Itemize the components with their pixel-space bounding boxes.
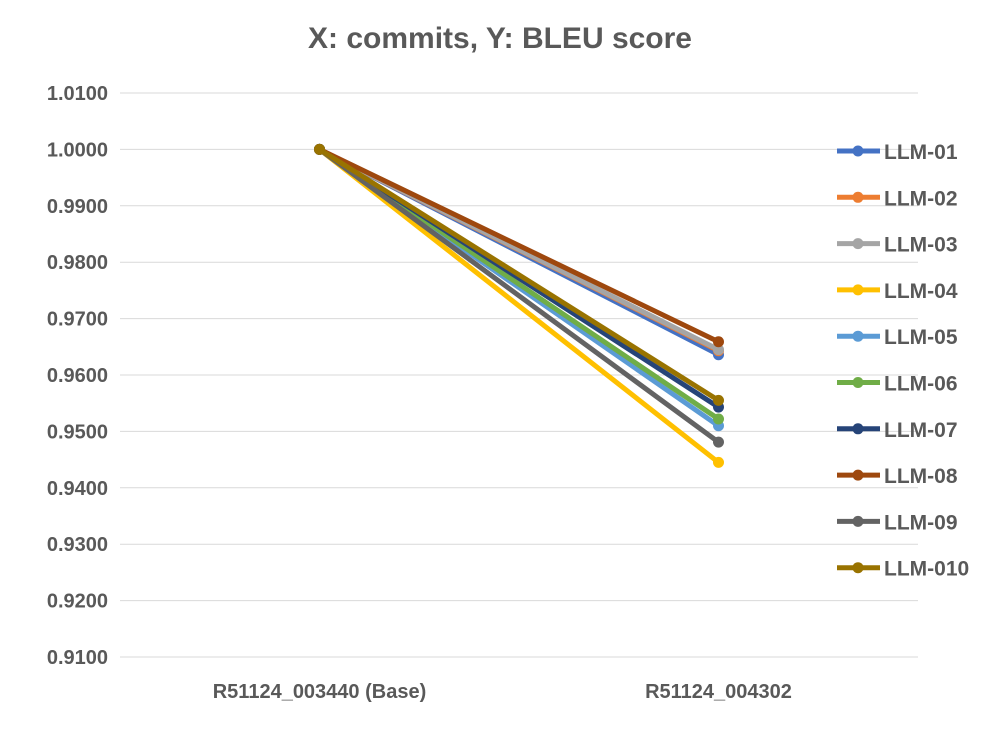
- series-lines: [314, 143, 724, 468]
- data-point: [314, 143, 325, 155]
- y-tick-label: 0.9600: [47, 365, 108, 387]
- legend-swatch-marker: [852, 191, 864, 203]
- legend-swatch-marker: [852, 377, 864, 388]
- data-point: [713, 344, 724, 356]
- y-tick-label: 1.0000: [47, 139, 108, 161]
- legend-swatch-marker: [852, 145, 864, 157]
- legend-label: LLM-010: [884, 558, 969, 581]
- legend-entry: LLM-03: [837, 234, 958, 257]
- legend-label: LLM-05: [884, 326, 958, 349]
- x-tick-label: R51124_004302: [645, 681, 792, 703]
- y-tick-label: 0.9300: [47, 534, 108, 556]
- series-line: [317, 146, 721, 445]
- series-line: [317, 146, 721, 403]
- data-point: [713, 456, 724, 468]
- legend-swatch-marker: [852, 330, 864, 342]
- legend-label: LLM-03: [884, 234, 958, 257]
- data-point: [713, 413, 724, 425]
- y-tick-label: 0.9900: [47, 196, 108, 218]
- y-tick-label: 0.9200: [47, 591, 108, 613]
- legend-label: LLM-09: [884, 511, 958, 534]
- legend-entry: LLM-02: [837, 187, 958, 210]
- y-tick-label: 0.9400: [47, 478, 108, 500]
- legend-label: LLM-01: [884, 141, 958, 164]
- legend-swatch-marker: [852, 238, 864, 250]
- legend-entry: LLM-010: [837, 558, 969, 581]
- data-point: [713, 394, 724, 406]
- legend-entry: LLM-07: [837, 419, 958, 442]
- legend-entry: LLM-08: [837, 465, 958, 488]
- legend-swatch-marker: [852, 515, 864, 527]
- legend-swatch-marker: [852, 469, 864, 481]
- x-axis-ticks: R51124_003440 (Base) R51124_004302: [213, 681, 792, 703]
- legend-label: LLM-02: [884, 187, 958, 210]
- y-tick-label: 0.9100: [47, 647, 108, 669]
- legend-entry: LLM-09: [837, 511, 958, 534]
- y-tick-label: 0.9500: [47, 421, 108, 443]
- series-llm-010: [314, 143, 724, 406]
- legend-label: LLM-07: [884, 419, 958, 442]
- gridlines: [120, 92, 918, 658]
- y-tick-label: 1.0100: [47, 83, 108, 105]
- legend-label: LLM-06: [884, 373, 958, 396]
- y-tick-label: 0.9700: [47, 309, 108, 331]
- legend-label: LLM-08: [884, 465, 958, 488]
- legend-swatch-marker: [852, 562, 864, 574]
- legend-entry: LLM-04: [837, 280, 958, 303]
- legend-swatch-marker: [852, 284, 864, 296]
- legend-swatch-marker: [852, 423, 864, 435]
- legend-entry: LLM-01: [837, 141, 958, 164]
- data-point: [713, 436, 724, 448]
- y-axis-ticks: 0.9100 0.9200 0.9300 0.9400 0.9500 0.9600 0.97…: [47, 83, 108, 669]
- series-line: [317, 146, 721, 345]
- legend: LLM-01 LLM-02 LLM-03 LLM-04 LLM-05 LLM-06 LLM-…: [837, 141, 969, 581]
- data-point: [713, 336, 724, 348]
- chart-title: X: commits, Y: BLEU score: [308, 22, 692, 55]
- series-line: [317, 146, 721, 465]
- y-tick-label: 0.9800: [47, 252, 108, 274]
- legend-entry: LLM-05: [837, 326, 958, 349]
- x-tick-label: R51124_003440 (Base): [213, 681, 427, 703]
- legend-entry: LLM-06: [837, 373, 958, 396]
- legend-label: LLM-04: [884, 280, 958, 303]
